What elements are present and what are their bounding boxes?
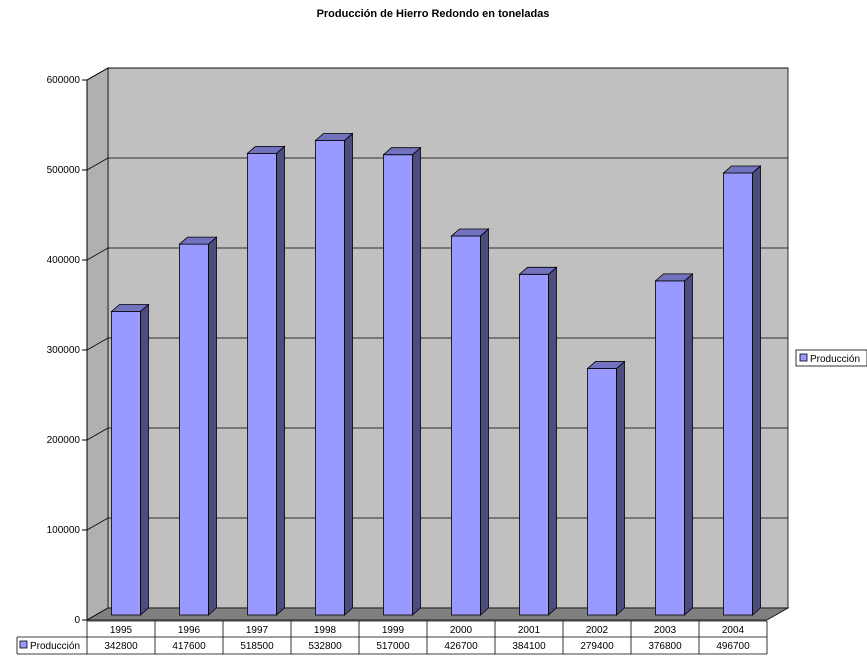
data-label: 417600: [172, 641, 206, 652]
bar-top: [314, 133, 354, 141]
data-label: 532800: [308, 641, 342, 652]
bar-top: [382, 147, 422, 156]
bar-front: [247, 152, 277, 616]
gridline: [86, 427, 788, 441]
bar-front: [723, 172, 753, 616]
bar: [518, 266, 558, 616]
bar-side: [208, 236, 217, 616]
y-tick-label: 600000: [47, 75, 81, 86]
y-tick-label: 200000: [47, 435, 81, 446]
x-tick-label: 2003: [654, 625, 677, 636]
data-label: 376800: [648, 641, 682, 652]
y-tick-label: 0: [74, 615, 80, 626]
bar: [382, 146, 422, 616]
x-tick-label: 1996: [178, 625, 201, 636]
y-tick-label: 400000: [47, 255, 81, 266]
legend-key: [799, 353, 808, 362]
bar-top: [110, 304, 150, 312]
bar-front: [587, 368, 617, 616]
bar-side: [412, 146, 421, 616]
x-tick-label: 1997: [246, 625, 269, 636]
table-legend-key: [19, 640, 28, 649]
bar-front: [315, 140, 345, 616]
bar-side: [480, 228, 489, 616]
data-label: 279400: [580, 641, 614, 652]
data-label: 517000: [376, 641, 410, 652]
legend-box: [795, 349, 867, 367]
legend: Producción: [795, 349, 867, 367]
bar-side: [548, 266, 557, 616]
gridline: [86, 67, 788, 81]
bar-side: [616, 360, 625, 616]
bar-front: [383, 154, 413, 616]
x-tick-label: 1999: [382, 625, 405, 636]
gridline: [86, 337, 788, 351]
bar-top: [654, 273, 694, 282]
chart-title: Producción de Hierro Redondo en tonelada…: [317, 8, 550, 20]
bars: [110, 132, 762, 616]
data-label: 426700: [444, 641, 478, 652]
x-tick-label: 1995: [110, 625, 133, 636]
bar: [586, 360, 626, 616]
x-tick-label: 2004: [722, 625, 745, 636]
bar-side: [140, 303, 149, 616]
bar-side: [684, 272, 693, 616]
bar-side: [752, 165, 761, 616]
legend-label: Producción: [810, 354, 860, 365]
bar-front: [111, 311, 141, 616]
bar: [110, 303, 150, 616]
bar-top: [246, 145, 286, 154]
gridline: [86, 517, 788, 531]
bar-top: [518, 266, 558, 275]
bar-top: [178, 236, 218, 245]
bar-front: [655, 280, 685, 616]
bar: [654, 272, 694, 616]
gridline: [86, 157, 788, 171]
bar: [450, 228, 490, 616]
bar-top: [586, 361, 626, 369]
bar-top: [722, 165, 762, 174]
y-axis: 0 100000 200000 300000 400000 500000 600000: [47, 75, 88, 626]
bar: [246, 145, 286, 616]
bar-front: [179, 243, 209, 616]
bar-front: [451, 235, 481, 616]
bar: [722, 165, 762, 616]
data-label: 518500: [240, 641, 274, 652]
y-tick-label: 300000: [47, 345, 81, 356]
bar-top: [450, 228, 490, 237]
bar-side: [276, 145, 285, 616]
y-tick-label: 500000: [47, 165, 81, 176]
bar: [314, 132, 354, 616]
x-tick-label: 2001: [518, 625, 541, 636]
bar: [178, 236, 218, 616]
x-tick-label: 2002: [586, 625, 609, 636]
bar-front: [519, 273, 549, 616]
gridlines: [86, 67, 788, 531]
y-tick-label: 100000: [47, 525, 81, 536]
data-label: 496700: [716, 641, 750, 652]
data-label: 342800: [104, 641, 138, 652]
table-series-name: Producción: [30, 641, 80, 652]
gridline: [86, 247, 788, 261]
x-tick-label: 2000: [450, 625, 473, 636]
data-label: 384100: [512, 641, 546, 652]
bar-side: [344, 132, 353, 616]
x-tick-label: 1998: [314, 625, 337, 636]
data-table: 1995 342800 1996 417600 1997 518500 1998 532800…: [16, 620, 768, 655]
